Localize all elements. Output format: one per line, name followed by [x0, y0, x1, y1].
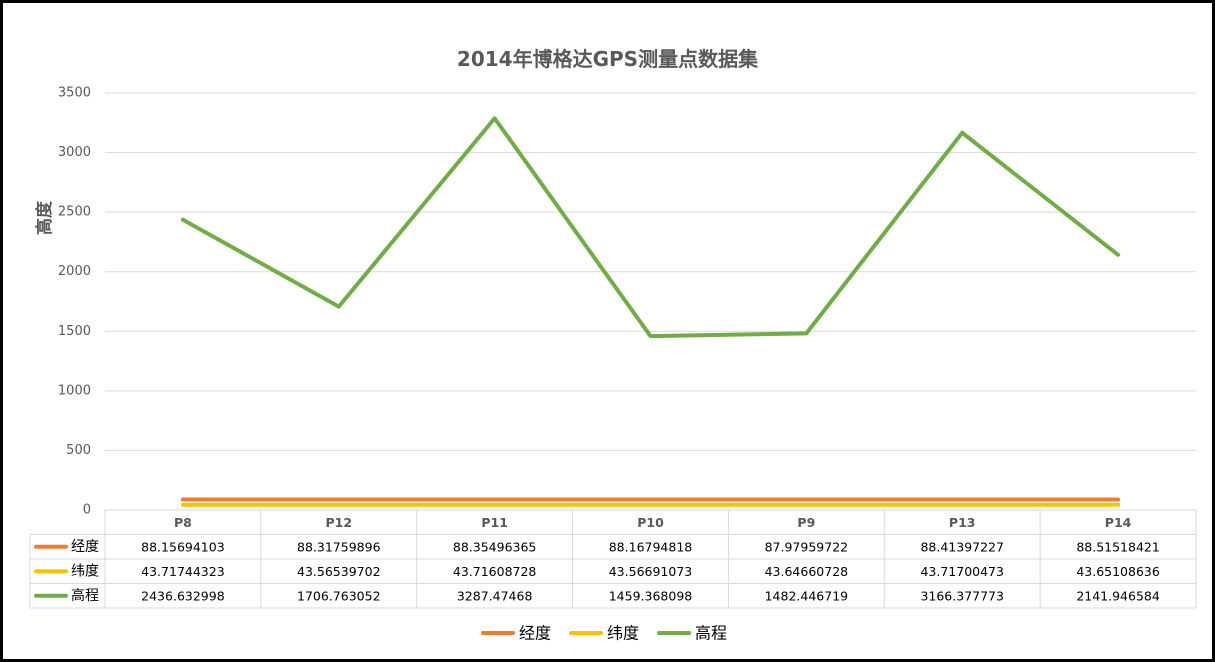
x-category-label: P14	[1105, 515, 1132, 530]
y-tick-label: 3500	[58, 86, 91, 101]
table-value-cell: 1482.446719	[765, 588, 849, 603]
y-tick-label: 500	[66, 443, 91, 458]
table-value-cell: 3287.47468	[457, 588, 533, 603]
table-series-name: 纬度	[71, 563, 99, 579]
table-value-cell: 88.51518421	[1076, 539, 1160, 554]
x-category-label: P12	[326, 515, 353, 530]
table-value-cell: 87.97959722	[765, 539, 849, 554]
table-value-cell: 2141.946584	[1076, 588, 1160, 603]
y-tick-label: 1500	[58, 324, 91, 339]
y-tick-label: 0	[83, 503, 91, 518]
table-value-cell: 88.41397227	[920, 539, 1004, 554]
series-line	[180, 116, 1121, 339]
x-category-label: P10	[637, 515, 664, 530]
y-tick-label: 2000	[58, 264, 91, 279]
table-value-cell: 88.16794818	[609, 539, 693, 554]
table-value-cell: 43.65108636	[1076, 564, 1160, 579]
x-category-label: P11	[481, 515, 508, 530]
table-value-cell: 88.31759896	[297, 539, 381, 554]
table-value-cell: 3166.377773	[920, 588, 1004, 603]
table-series-name: 经度	[71, 539, 99, 555]
table-value-cell: 1706.763052	[297, 588, 381, 603]
table-value-cell: 43.64660728	[765, 564, 849, 579]
table-value-cell: 43.56539702	[297, 564, 381, 579]
x-category-label: P9	[797, 515, 815, 530]
y-tick-label: 1000	[58, 383, 91, 398]
table-value-cell: 1459.368098	[609, 588, 693, 603]
chart-title: 2014年博格达GPS测量点数据集	[456, 47, 759, 71]
table-series-name: 高程	[71, 587, 99, 604]
table-value-cell: 43.56691073	[609, 564, 693, 579]
table-value-cell: 88.15694103	[141, 539, 225, 554]
legend-label: 经度	[519, 624, 551, 643]
table-value-cell: 43.71700473	[920, 564, 1004, 579]
x-category-label: P13	[949, 515, 976, 530]
y-tick-label: 2500	[58, 205, 91, 220]
table-value-cell: 43.71608728	[453, 564, 537, 579]
x-category-label: P8	[174, 515, 192, 530]
legend-label: 纬度	[607, 624, 639, 643]
table-value-cell: 2436.632998	[141, 588, 225, 603]
table-value-cell: 88.35496365	[453, 539, 537, 554]
y-tick-label: 3000	[58, 145, 91, 160]
legend-label: 高程	[695, 624, 727, 643]
table-value-cell: 43.71744323	[141, 564, 225, 579]
